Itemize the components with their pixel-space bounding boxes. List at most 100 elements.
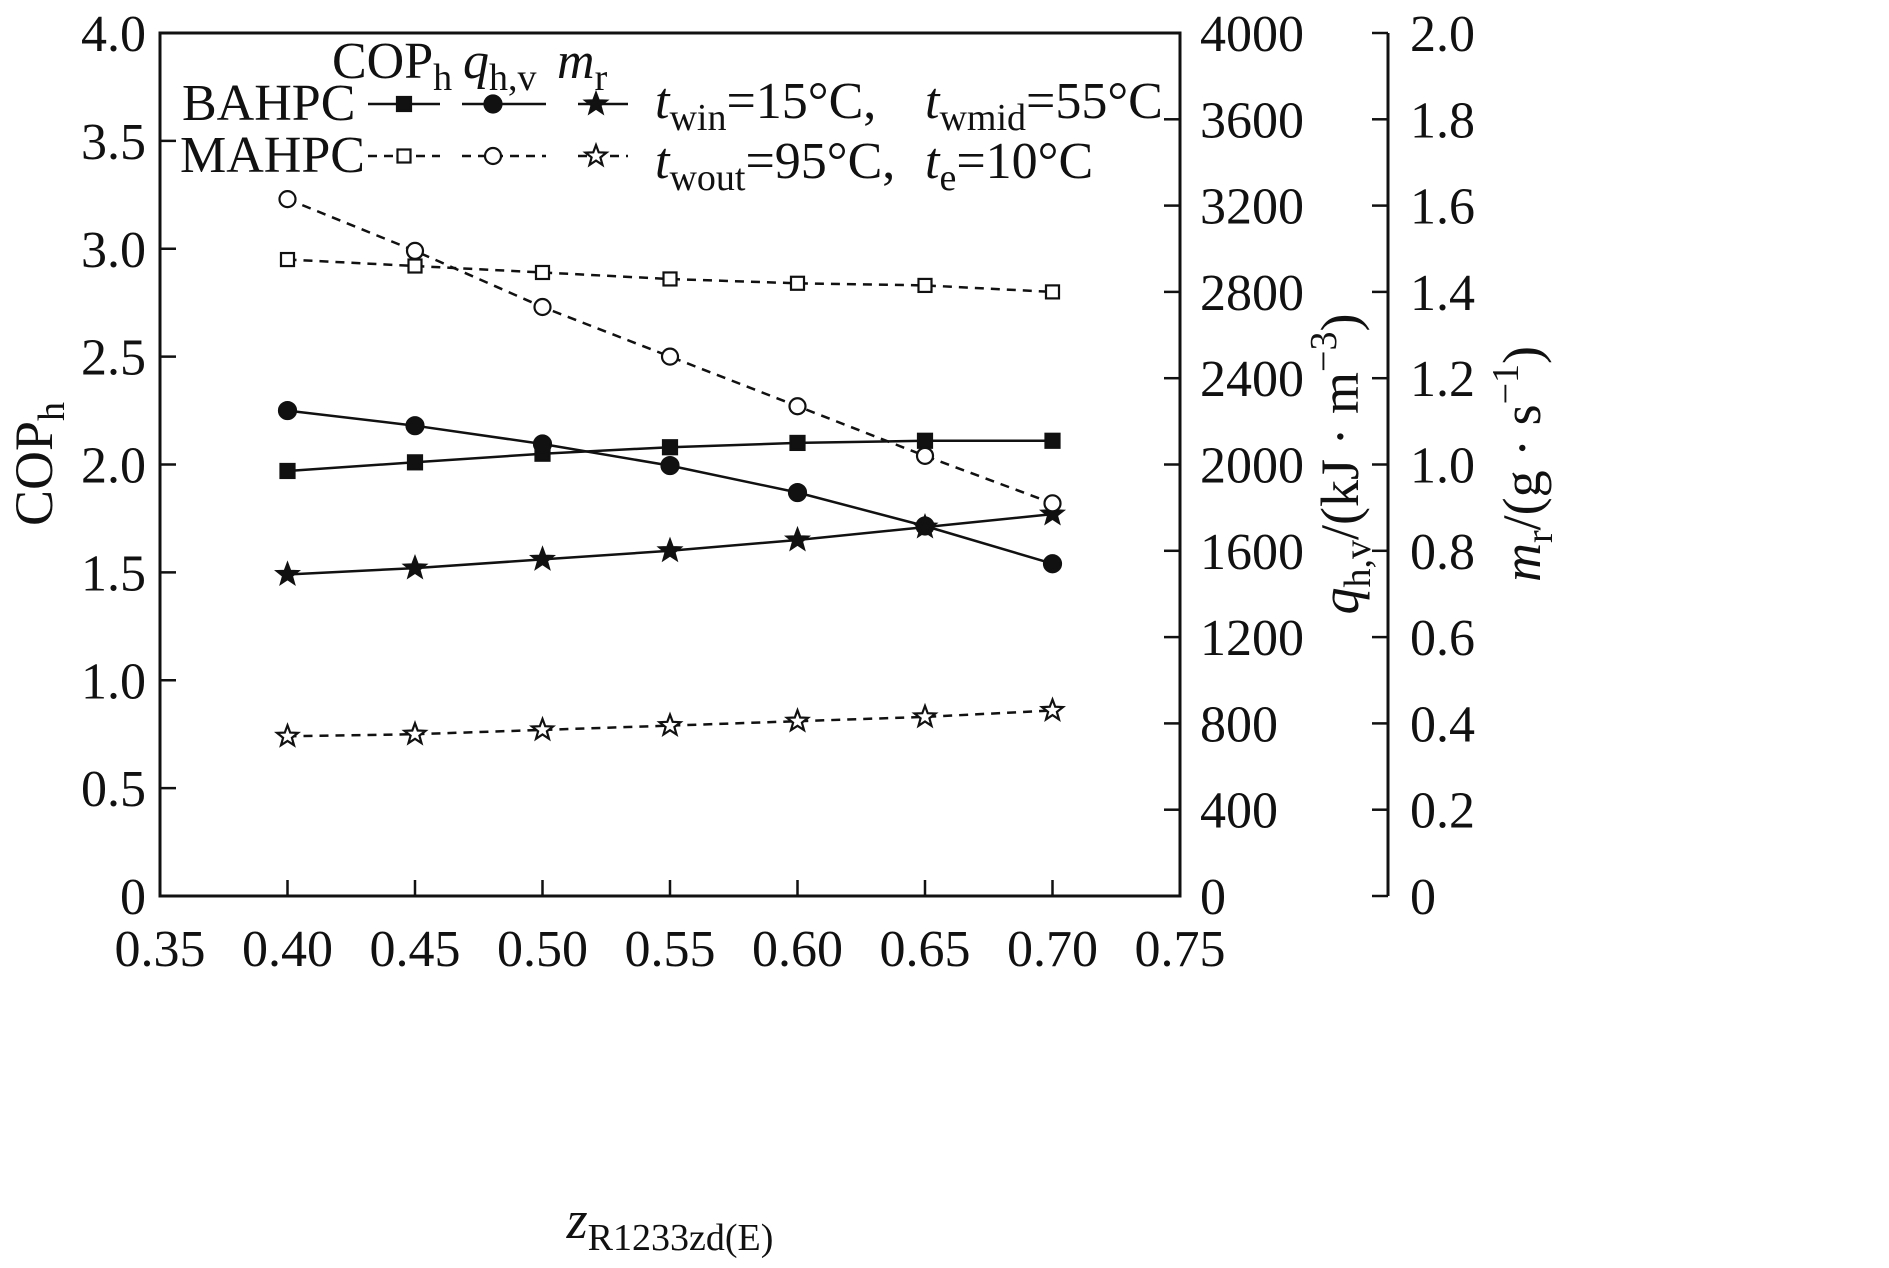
data-point bbox=[528, 715, 557, 742]
data-point bbox=[405, 416, 425, 436]
y-right2-tick-label: 2.0 bbox=[1410, 6, 1475, 63]
y-right2-tick-label: 0 bbox=[1410, 869, 1436, 926]
data-point bbox=[911, 512, 939, 539]
series-3 bbox=[279, 251, 1061, 300]
x-tick-label: 0.40 bbox=[242, 921, 333, 978]
data-point bbox=[789, 275, 806, 291]
data-point bbox=[1043, 494, 1062, 513]
data-point bbox=[274, 560, 301, 586]
annotation-twout: twout=95°C, bbox=[655, 133, 895, 199]
y-axis-right-2-title: mr/(g · s−1) bbox=[1485, 346, 1561, 582]
conditions-annotation: twin=15°C, twmid=55°C twout=95°C, te=10°… bbox=[655, 73, 1163, 199]
data-point bbox=[661, 439, 679, 456]
y-left-tick-label: 2.5 bbox=[81, 330, 146, 387]
data-point bbox=[788, 397, 807, 416]
series-0 bbox=[279, 432, 1061, 480]
y-right1-tick-label: 3600 bbox=[1200, 92, 1304, 149]
series-5 bbox=[274, 696, 1066, 748]
data-point bbox=[279, 251, 296, 268]
y-left-tick-label: 0 bbox=[120, 869, 146, 926]
legend-header-cop: COPh bbox=[332, 33, 452, 99]
series-2 bbox=[274, 499, 1067, 586]
data-point bbox=[660, 347, 680, 366]
data-point bbox=[405, 241, 425, 261]
legend-marker bbox=[396, 148, 412, 164]
data-point bbox=[911, 702, 939, 729]
legend-marker bbox=[395, 95, 413, 113]
y-left-tick-label: 3.5 bbox=[81, 114, 146, 171]
y-right1-tick-label: 400 bbox=[1200, 783, 1278, 840]
data-point bbox=[1038, 499, 1067, 526]
y-right2-tick-label: 0.4 bbox=[1410, 696, 1475, 753]
svg-text:mr/(g · s−1): mr/(g · s−1) bbox=[1485, 346, 1561, 582]
x-tick-label: 0.50 bbox=[497, 921, 588, 978]
y-right1-tick-label: 800 bbox=[1200, 696, 1278, 753]
data-point bbox=[787, 482, 808, 503]
data-point bbox=[917, 277, 933, 294]
data-point bbox=[274, 722, 301, 748]
svg-text:qh,v/(kJ · m−3): qh,v/(kJ · m−3) bbox=[1303, 314, 1379, 615]
legend-marker bbox=[483, 146, 503, 166]
y-right2-tick-label: 0.6 bbox=[1410, 610, 1475, 667]
annotation-twin: twin=15°C, bbox=[655, 73, 876, 139]
annotation-te: te=10°C bbox=[925, 133, 1093, 199]
y-axis-left-title: COPh bbox=[4, 402, 73, 526]
y-right1-tick-label: 0 bbox=[1200, 869, 1226, 926]
data-point bbox=[532, 434, 553, 454]
y-right2-tick-label: 1.4 bbox=[1410, 265, 1475, 322]
data-point bbox=[660, 455, 680, 476]
data-point bbox=[784, 707, 811, 733]
legend: COPh qh,v mr BAHPC MAHPC bbox=[180, 33, 628, 184]
data-point bbox=[656, 536, 684, 563]
data-point bbox=[401, 720, 429, 746]
legend-header-m: mr bbox=[557, 33, 608, 99]
x-tick-label: 0.60 bbox=[752, 921, 843, 978]
data-point bbox=[783, 525, 812, 552]
data-point bbox=[916, 432, 934, 449]
x-tick-label: 0.70 bbox=[1007, 921, 1098, 978]
y-right2-tick-label: 1.0 bbox=[1410, 438, 1475, 495]
y-left-tick-label: 4.0 bbox=[81, 6, 146, 63]
y-right1-tick-label: 2400 bbox=[1200, 351, 1304, 408]
y-left-tick-label: 3.0 bbox=[81, 222, 146, 279]
y-right2-tick-label: 0.8 bbox=[1410, 524, 1475, 581]
annotation-twmid: twmid=55°C bbox=[925, 73, 1163, 139]
data-point bbox=[279, 462, 296, 480]
data-point bbox=[789, 434, 806, 452]
data-point bbox=[915, 446, 935, 465]
y-right1-tick-label: 1200 bbox=[1200, 610, 1304, 667]
data-point bbox=[401, 553, 429, 580]
y-right1-tick-label: 1600 bbox=[1200, 524, 1304, 581]
data-point bbox=[1042, 554, 1063, 574]
svg-text:COPh: COPh bbox=[4, 402, 73, 526]
data-point bbox=[1044, 432, 1061, 449]
y-right1-tick-label: 4000 bbox=[1200, 6, 1304, 63]
legend-header-q: qh,v bbox=[463, 33, 537, 99]
y-axis-right-1-title: qh,v/(kJ · m−3) bbox=[1303, 314, 1379, 615]
legend-row-mahpc: MAHPC bbox=[180, 127, 365, 184]
y-right1-tick-label: 3200 bbox=[1200, 179, 1304, 236]
legend-marker bbox=[582, 141, 610, 168]
data-point bbox=[277, 400, 298, 421]
y-right2-tick-label: 1.6 bbox=[1410, 179, 1475, 236]
y-right1-tick-label: 2000 bbox=[1200, 438, 1304, 495]
legend-marker bbox=[582, 89, 610, 116]
y-left-tick-label: 0.5 bbox=[81, 761, 146, 818]
data-point bbox=[1039, 696, 1066, 722]
data-point bbox=[662, 271, 678, 287]
legend-marker bbox=[483, 94, 503, 114]
data-point bbox=[533, 297, 552, 317]
x-tick-label: 0.45 bbox=[370, 921, 461, 978]
y-left-tick-label: 2.0 bbox=[81, 438, 146, 495]
y-left-tick-label: 1.5 bbox=[81, 545, 146, 602]
y-right2-tick-label: 0.2 bbox=[1410, 783, 1475, 840]
x-axis-title: zR1233zd(E) bbox=[566, 1190, 774, 1259]
y-right2-tick-label: 1.8 bbox=[1410, 92, 1475, 149]
x-tick-label: 0.35 bbox=[115, 921, 206, 978]
legend-row-bahpc: BAHPC bbox=[182, 75, 355, 132]
data-point bbox=[407, 258, 423, 274]
x-tick-label: 0.65 bbox=[880, 921, 971, 978]
data-point bbox=[1044, 284, 1061, 300]
y-right1-tick-label: 2800 bbox=[1200, 265, 1304, 322]
